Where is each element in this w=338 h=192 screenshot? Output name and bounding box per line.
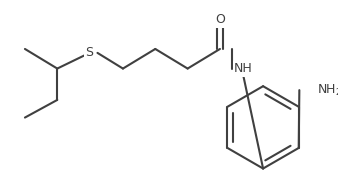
Text: NH: NH <box>234 62 253 75</box>
Text: S: S <box>86 46 94 59</box>
Text: O: O <box>215 13 225 26</box>
Text: NH$_2$: NH$_2$ <box>317 83 338 98</box>
